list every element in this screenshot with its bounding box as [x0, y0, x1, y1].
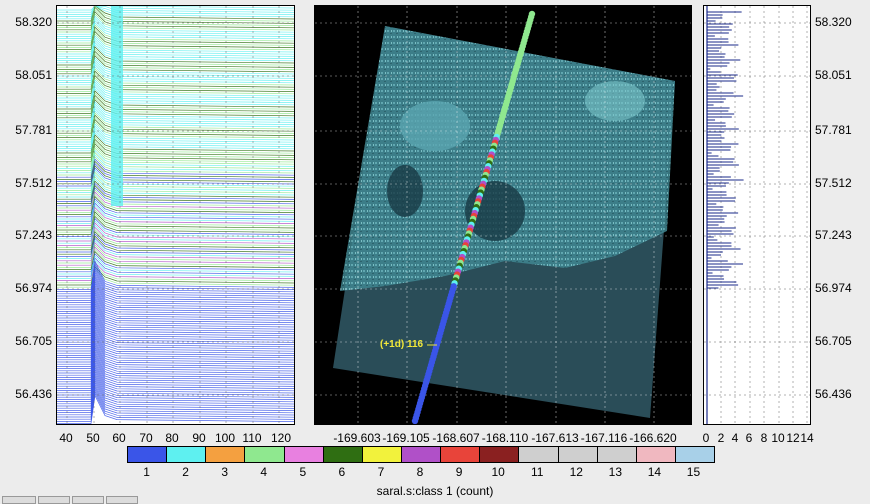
map-x-tick: -168.110 [481, 431, 529, 445]
colorbar-swatch-10 [480, 447, 520, 462]
histogram-grid [704, 6, 810, 424]
map-x-tick: -167.116 [580, 431, 628, 445]
histogram-x-tick: 6 [745, 431, 753, 445]
histogram-y-tick: 56.705 [815, 334, 852, 348]
histogram-y-tick: 57.243 [815, 228, 852, 242]
map-view[interactable]: (+1d) 116 [314, 5, 692, 425]
waveform-y-tick: 57.243 [15, 228, 52, 242]
waveform-x-tick: 60 [112, 431, 126, 445]
colorbar-label: 14 [647, 465, 662, 479]
waveform-y-tick: 56.705 [15, 334, 52, 348]
colorbar-label: 9 [455, 465, 463, 479]
histogram-x-tick: 12 [786, 431, 800, 445]
histogram-x-tick: 14 [800, 431, 814, 445]
colorbar-swatch-13 [597, 447, 637, 462]
waveform-y-tick: 58.051 [15, 68, 52, 82]
colorbar-swatch-6 [323, 447, 363, 462]
track-point [411, 417, 419, 424]
histogram-y-tick: 57.512 [815, 176, 852, 190]
histogram-y-tick: 56.436 [815, 387, 852, 401]
histogram-bars [706, 6, 744, 424]
bottom-tab-1[interactable] [2, 496, 36, 504]
colorbar-swatch-8 [401, 447, 442, 462]
waveform-x-tick: 90 [192, 431, 206, 445]
bottom-tab-3[interactable] [72, 496, 104, 504]
colorbar-swatch-1 [128, 447, 168, 462]
colorbar-label: 10 [491, 465, 505, 479]
histogram-x-tick: 2 [717, 431, 725, 445]
colorbar-label: 5 [299, 465, 307, 479]
histogram-x-tick: 10 [771, 431, 785, 445]
histogram-y-tick: 58.320 [815, 15, 852, 29]
histogram-y-tick: 56.974 [815, 281, 852, 295]
colorbar-swatch-14 [636, 447, 676, 462]
map-x-tick: -166.620 [629, 431, 677, 445]
colorbar-title: saral.s:class 1 (count) [376, 484, 494, 498]
colorbar-label: 13 [608, 465, 623, 479]
waveform-y-tick: 57.512 [15, 176, 52, 190]
waveform-y-tick: 57.781 [15, 123, 52, 137]
waveform-lines [57, 6, 294, 424]
colorbar-swatch-11 [519, 447, 559, 462]
colorbar-swatch-3 [206, 447, 246, 462]
histogram-y-tick: 58.051 [815, 68, 852, 82]
waveform-y-tick: 58.320 [15, 15, 52, 29]
bottom-tab-4[interactable] [106, 496, 138, 504]
waveform-x-tick: 50 [86, 431, 100, 445]
map-x-tick: -168.607 [432, 431, 480, 445]
colorbar-label: 11 [530, 465, 544, 479]
histogram-x-tick: 8 [760, 431, 768, 445]
waveform-plot[interactable] [56, 5, 295, 425]
histogram-canvas [704, 6, 810, 424]
colorbar-label: 4 [260, 465, 268, 479]
waveform-x-tick: 80 [165, 431, 179, 445]
colorbar-swatch-15 [675, 447, 715, 462]
waveform-x-tick: 100 [214, 431, 236, 445]
waveform-y-tick: 56.974 [15, 281, 52, 295]
colorbar-swatch-2 [167, 447, 207, 462]
waveform-x-tick: 120 [270, 431, 292, 445]
colorbar-swatch-12 [558, 447, 598, 462]
colorbar-label: 2 [182, 465, 189, 479]
waveform-x-tick: 70 [139, 431, 153, 445]
histogram-plot[interactable] [703, 5, 811, 425]
waveform-x-tick: 40 [59, 431, 73, 445]
track-annotation: (+1d) 116 [380, 339, 437, 350]
map-x-tick: -169.105 [382, 431, 430, 445]
class-colorbar [127, 446, 715, 463]
histogram-y-tick: 57.781 [815, 123, 852, 137]
colorbar-label: 12 [569, 465, 583, 479]
colorbar-swatch-9 [441, 447, 481, 462]
colorbar-label: 6 [338, 465, 346, 479]
waveform-canvas [57, 6, 294, 424]
map-x-tick: -167.613 [531, 431, 579, 445]
colorbar-label: 8 [416, 465, 424, 479]
colorbar-swatch-4 [245, 447, 285, 462]
map-canvas: (+1d) 116 [315, 6, 691, 424]
colorbar-label: 15 [686, 465, 701, 479]
colorbar-swatch-7 [362, 447, 402, 462]
bottom-tab-2[interactable] [38, 496, 70, 504]
colorbar-label: 1 [143, 465, 150, 479]
histogram-x-tick: 4 [731, 431, 739, 445]
waveform-x-tick: 110 [242, 431, 262, 445]
histogram-x-tick: 0 [702, 431, 710, 445]
satellite-scene [333, 26, 675, 418]
map-x-tick: -169.603 [333, 431, 381, 445]
waveform-y-tick: 56.436 [15, 387, 52, 401]
satellite-track[interactable] [411, 10, 536, 424]
track-label: (+1d) 116 [380, 339, 424, 350]
colorbar-swatch-5 [284, 447, 324, 462]
colorbar-label: 3 [221, 465, 228, 479]
colorbar-label: 7 [377, 465, 385, 479]
